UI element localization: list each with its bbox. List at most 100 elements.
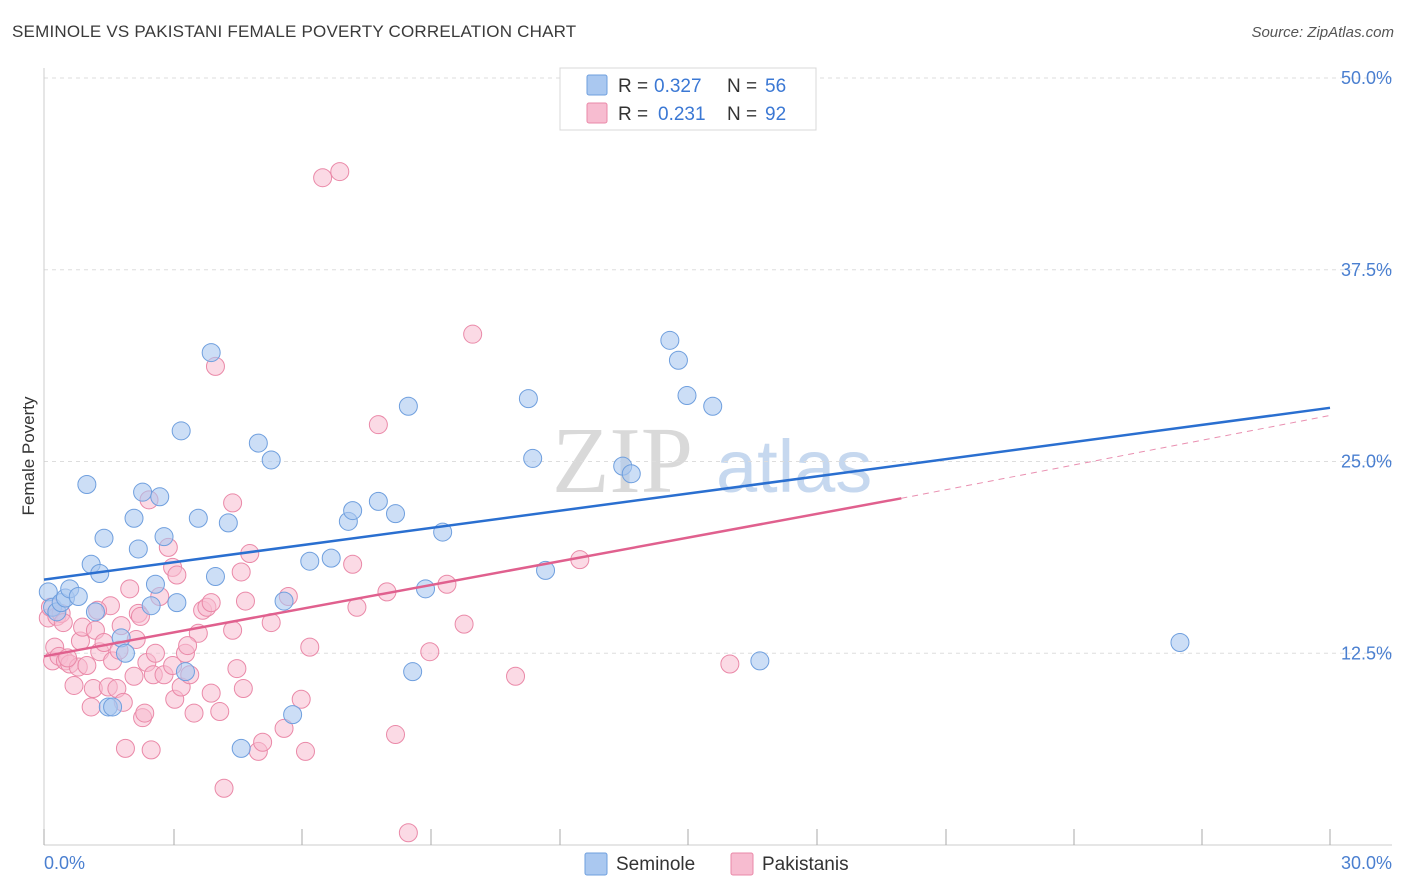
series-legend-label-seminole: Seminole bbox=[616, 854, 695, 875]
seminole-point bbox=[523, 448, 543, 468]
seminole-point bbox=[128, 539, 148, 559]
y-tick-label: 25.0% bbox=[1341, 452, 1392, 472]
pakistanis-point bbox=[454, 614, 474, 634]
correlation-legend: R = 0.327 N = 56 R = 0.231 N = 92 bbox=[559, 67, 817, 131]
legend-r-label-pakistanis: R = bbox=[618, 104, 648, 125]
series-legend: Seminole Pakistanis bbox=[584, 852, 849, 876]
seminole-point bbox=[386, 504, 406, 524]
seminole-point bbox=[660, 330, 680, 350]
seminole-point bbox=[77, 475, 97, 495]
pakistanis-point bbox=[201, 683, 221, 703]
y-axis-label: Female Poverty bbox=[19, 396, 38, 516]
seminole-point bbox=[368, 491, 388, 511]
series-legend-swatch-seminole bbox=[584, 852, 608, 876]
y-tick-label: 12.5% bbox=[1341, 643, 1392, 663]
seminole-trend-line bbox=[43, 406, 1331, 581]
y-tick-labels: 12.5% 25.0% 37.5% 50.0% bbox=[1341, 68, 1392, 663]
pakistanis-points bbox=[38, 162, 740, 843]
x-tick-label-max: 30.0% bbox=[1341, 853, 1392, 873]
pakistanis-point bbox=[124, 666, 144, 686]
legend-swatch-pakistanis bbox=[586, 102, 608, 124]
seminole-point bbox=[621, 464, 641, 484]
pakistanis-point bbox=[420, 642, 440, 662]
seminole-point bbox=[141, 596, 161, 616]
seminole-point bbox=[167, 593, 187, 613]
pakistanis-point bbox=[184, 703, 204, 723]
x-tick-label-min: 0.0% bbox=[44, 853, 85, 873]
seminole-point bbox=[703, 396, 723, 416]
seminole-point bbox=[283, 705, 303, 725]
pakistanis-point bbox=[313, 168, 333, 188]
pakistanis-point bbox=[178, 636, 198, 656]
legend-n-value-pakistanis: 92 bbox=[765, 104, 786, 125]
seminole-point bbox=[171, 421, 191, 441]
chart-title: SEMINOLE VS PAKISTANI FEMALE POVERTY COR… bbox=[12, 22, 577, 41]
legend-n-label-seminole: N = bbox=[727, 76, 757, 97]
seminole-point bbox=[68, 586, 88, 606]
seminole-point bbox=[115, 643, 135, 663]
y-tick-label: 37.5% bbox=[1341, 260, 1392, 280]
seminole-point bbox=[750, 651, 770, 671]
seminole-point bbox=[343, 501, 363, 521]
seminole-point bbox=[201, 343, 221, 363]
legend-n-label-pakistanis: N = bbox=[727, 104, 757, 125]
seminole-point bbox=[175, 662, 195, 682]
seminole-point bbox=[668, 350, 688, 370]
pakistanis-point bbox=[81, 697, 101, 717]
pakistanis-point bbox=[145, 643, 165, 663]
seminole-point bbox=[154, 527, 174, 547]
pakistanis-point bbox=[506, 666, 526, 686]
seminole-point bbox=[103, 697, 123, 717]
pakistanis-trend-extension bbox=[901, 414, 1331, 499]
pakistanis-point bbox=[463, 324, 483, 344]
pakistanis-point bbox=[253, 732, 273, 752]
pakistanis-point bbox=[368, 415, 388, 435]
seminole-point bbox=[398, 396, 418, 416]
watermark: ZIP atlas bbox=[552, 409, 872, 513]
pakistanis-point bbox=[295, 741, 315, 761]
seminole-points bbox=[38, 330, 1190, 758]
pakistanis-point bbox=[135, 703, 155, 723]
seminole-point bbox=[94, 528, 114, 548]
watermark-atlas: atlas bbox=[716, 425, 872, 508]
seminole-point bbox=[261, 450, 281, 470]
pakistanis-point bbox=[223, 493, 243, 513]
pakistanis-point bbox=[120, 579, 140, 599]
pakistanis-point bbox=[291, 689, 311, 709]
series-legend-swatch-pakistanis bbox=[730, 852, 754, 876]
seminole-point bbox=[145, 574, 165, 594]
pakistanis-point bbox=[227, 659, 247, 679]
seminole-point bbox=[218, 513, 238, 533]
pakistanis-point bbox=[141, 740, 161, 760]
pakistanis-point bbox=[233, 679, 253, 699]
legend-r-value-pakistanis: 0.231 bbox=[658, 104, 706, 125]
pakistanis-point bbox=[231, 562, 251, 582]
seminole-point bbox=[677, 386, 697, 406]
pakistanis-point bbox=[274, 718, 294, 738]
pakistanis-point bbox=[214, 778, 234, 798]
pakistanis-point bbox=[115, 738, 135, 758]
pakistanis-point bbox=[300, 637, 320, 657]
seminole-point bbox=[124, 508, 144, 528]
pakistanis-trend-line bbox=[43, 497, 902, 658]
seminole-point bbox=[205, 567, 225, 587]
legend-r-value-seminole: 0.327 bbox=[654, 76, 702, 97]
seminole-point bbox=[274, 591, 294, 611]
trend-lines bbox=[43, 406, 1331, 658]
pakistanis-point bbox=[201, 593, 221, 613]
seminole-point bbox=[231, 738, 251, 758]
legend-n-value-seminole: 56 bbox=[765, 76, 786, 97]
pakistanis-point bbox=[77, 656, 97, 676]
source-credit: Source: ZipAtlas.com bbox=[1251, 24, 1394, 41]
seminole-point bbox=[416, 579, 436, 599]
pakistanis-point bbox=[235, 591, 255, 611]
pakistanis-point bbox=[386, 725, 406, 745]
seminole-point bbox=[300, 551, 320, 571]
seminole-point bbox=[1170, 633, 1190, 653]
pakistanis-point bbox=[210, 702, 230, 722]
seminole-point bbox=[85, 602, 105, 622]
pakistanis-point bbox=[398, 823, 418, 843]
seminole-point bbox=[133, 482, 153, 502]
legend-r-label-seminole: R = bbox=[618, 76, 648, 97]
seminole-point bbox=[150, 487, 170, 507]
